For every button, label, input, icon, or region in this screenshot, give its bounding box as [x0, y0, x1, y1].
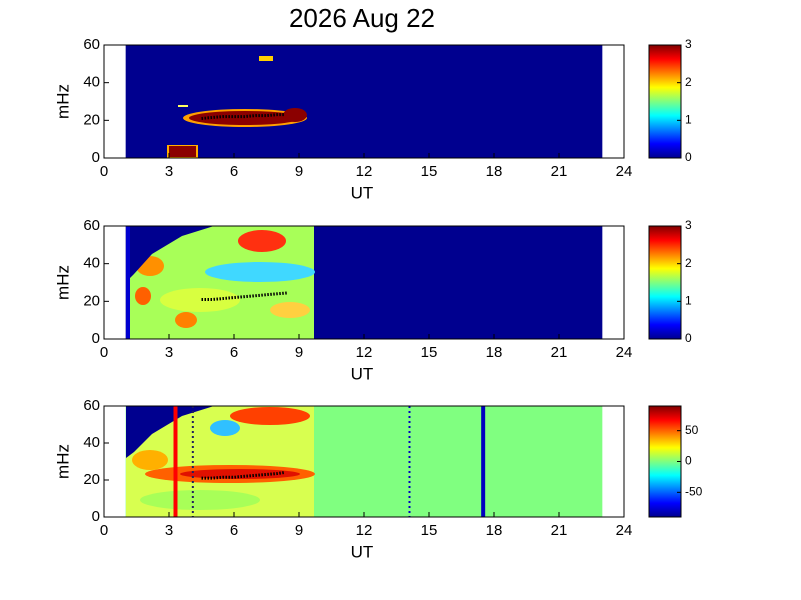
ridge-line: [201, 113, 284, 120]
ridge-line: [201, 291, 289, 301]
colorbar-tick-label: 0: [685, 331, 692, 345]
x-tick-label: 24: [616, 163, 633, 180]
colorbar-tick-label: 1: [685, 294, 692, 308]
x-tick-label: 3: [165, 344, 173, 361]
x-tick-label: 15: [421, 344, 438, 361]
y-tick-label: 20: [83, 111, 100, 128]
x-tick-label: 0: [100, 522, 108, 539]
chart-title: 2026 Aug 22: [289, 3, 435, 33]
y-tick-label: 40: [83, 255, 100, 272]
colorbar: [648, 225, 682, 340]
heatmap-extent: [125, 45, 603, 158]
x-tick-label: 9: [295, 344, 303, 361]
x-tick-label: 6: [230, 344, 238, 361]
colorbar: [648, 44, 682, 159]
x-tick-label: 21: [551, 522, 568, 539]
y-axis-label: mHz: [53, 84, 72, 119]
x-tick-label: 9: [295, 163, 303, 180]
x-tick-label: 18: [486, 163, 503, 180]
x-axis-label: UT: [351, 364, 374, 383]
heat-texture: [126, 226, 315, 339]
y-tick-label: 60: [83, 217, 100, 234]
y-axis-label: mHz: [53, 265, 72, 300]
colorbar-tick-label: 1: [685, 113, 692, 127]
y-tick-label: 0: [92, 508, 100, 525]
colorbar-tick-label: 0: [685, 150, 692, 164]
x-tick-label: 3: [165, 163, 173, 180]
x-axis-label: UT: [351, 183, 374, 202]
x-tick-label: 24: [616, 522, 633, 539]
x-tick-label: 15: [421, 163, 438, 180]
x-tick-label: 3: [165, 522, 173, 539]
heat-texture: [126, 406, 315, 517]
colorbar-tick-label: 3: [685, 37, 692, 51]
ridge-line: [201, 471, 285, 480]
colorbar-tick-label: 2: [685, 75, 692, 89]
x-tick-label: 9: [295, 522, 303, 539]
y-tick-label: 40: [83, 434, 100, 451]
x-tick-label: 12: [356, 522, 373, 539]
x-tick-label: 6: [230, 163, 238, 180]
y-tick-label: 60: [83, 397, 100, 414]
colorbar-tick-label: 0: [685, 454, 692, 468]
y-tick-label: 0: [92, 330, 100, 347]
y-tick-label: 20: [83, 292, 100, 309]
colorbar: [648, 405, 682, 518]
colorbar-tick-label: -50: [685, 485, 703, 499]
x-tick-label: 21: [551, 163, 568, 180]
x-tick-label: 0: [100, 163, 108, 180]
x-tick-label: 18: [486, 344, 503, 361]
colorbar-tick-label: 50: [685, 423, 699, 437]
x-tick-label: 15: [421, 522, 438, 539]
colorbar-tick-label: 2: [685, 256, 692, 270]
x-tick-label: 21: [551, 344, 568, 361]
colorbar-tick-label: 3: [685, 218, 692, 232]
x-tick-label: 24: [616, 344, 633, 361]
y-axis-label: mHz: [53, 444, 72, 479]
x-tick-label: 18: [486, 522, 503, 539]
x-tick-label: 6: [230, 522, 238, 539]
y-tick-label: 0: [92, 149, 100, 166]
x-tick-label: 12: [356, 344, 373, 361]
x-tick-label: 0: [100, 344, 108, 361]
y-tick-label: 40: [83, 74, 100, 91]
x-tick-label: 12: [356, 163, 373, 180]
y-tick-label: 60: [83, 36, 100, 53]
y-tick-label: 20: [83, 471, 100, 488]
x-axis-label: UT: [351, 542, 374, 561]
